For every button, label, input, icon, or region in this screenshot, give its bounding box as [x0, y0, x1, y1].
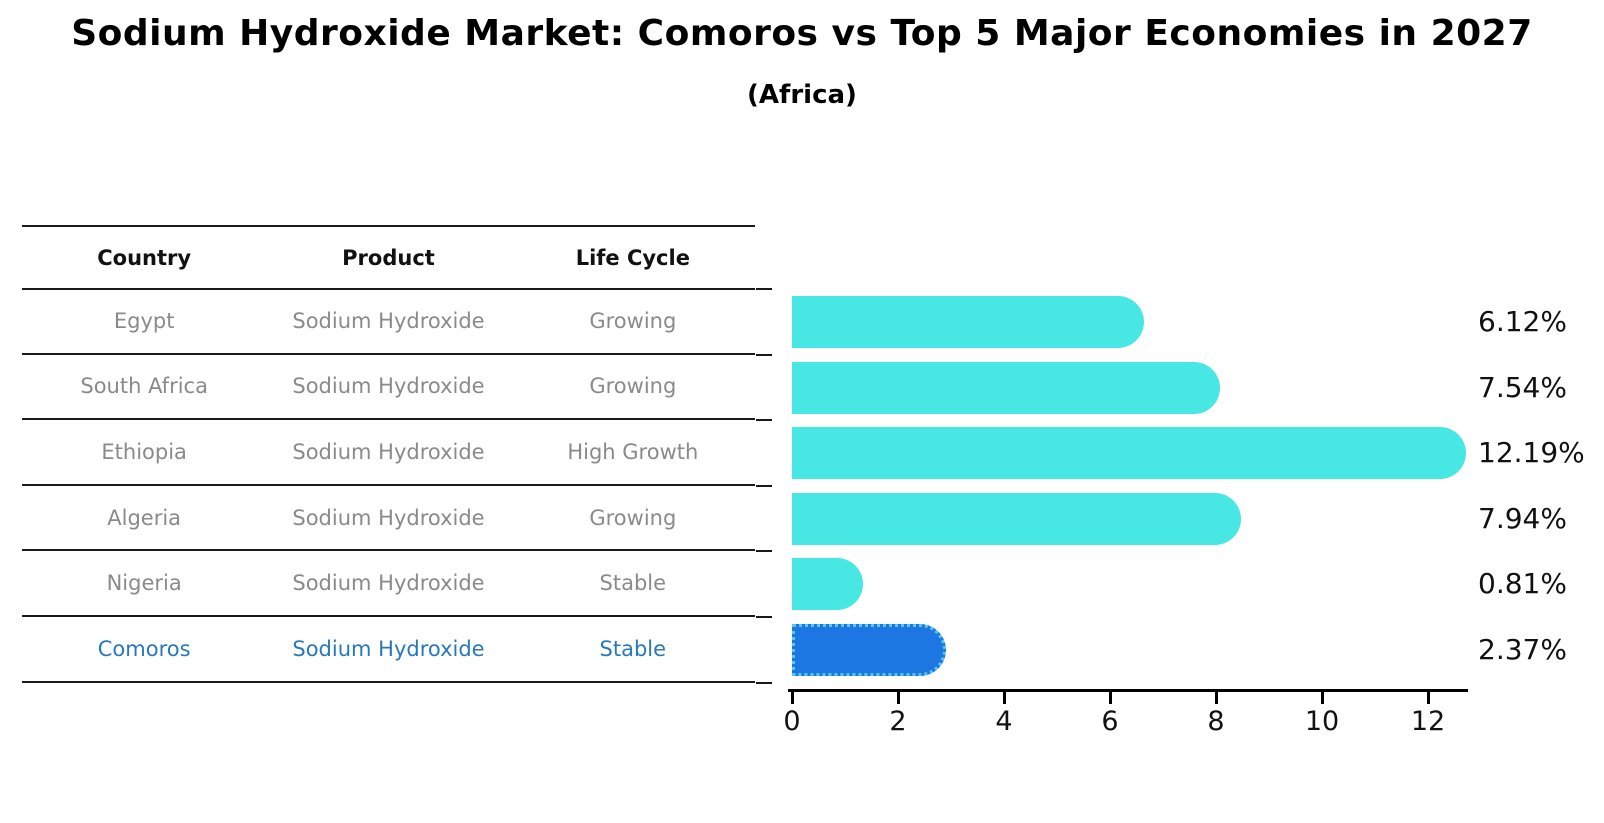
bar-nigeria	[792, 558, 863, 611]
column-header-life-cycle: Life Cycle	[575, 245, 690, 270]
x-tick	[1108, 692, 1112, 704]
bar-value-label: 7.54%	[1478, 370, 1567, 404]
cell-product: Sodium Hydroxide	[292, 374, 485, 399]
table-row-algeria: Algeria Sodium Hydroxide Growing	[22, 486, 755, 552]
x-tick-label: 4	[995, 706, 1013, 737]
cell-product: Sodium Hydroxide	[292, 505, 485, 530]
y-tick	[756, 681, 772, 684]
y-tick	[756, 616, 772, 618]
bar-comoros	[792, 624, 946, 676]
x-tick	[896, 692, 900, 704]
chart-title: Sodium Hydroxide Market: Comoros vs Top …	[71, 13, 1533, 54]
cell-country: South Africa	[80, 374, 208, 399]
x-tick-label: 12	[1410, 706, 1446, 737]
y-tick	[756, 484, 772, 487]
x-tick-label: 0	[783, 706, 801, 737]
cell-country: Egypt	[113, 308, 175, 333]
x-tick	[1426, 692, 1430, 704]
cell-country: Nigeria	[106, 571, 182, 596]
x-tick	[790, 692, 794, 704]
cell-product: Sodium Hydroxide	[292, 636, 485, 661]
cell-product: Sodium Hydroxide	[292, 308, 485, 333]
x-tick	[1320, 692, 1324, 704]
cell-country: Comoros	[97, 636, 191, 661]
cell-life-cycle: Growing	[589, 308, 677, 333]
cell-life-cycle: High Growth	[567, 439, 699, 464]
x-tick-label: 8	[1207, 706, 1225, 737]
table-row-south-africa: South Africa Sodium Hydroxide Growing	[22, 355, 755, 421]
bar-value-label: 6.12%	[1478, 305, 1567, 338]
x-tick-label: 10	[1304, 706, 1340, 737]
bar-ethiopia	[792, 427, 1467, 480]
x-tick-label: 6	[1101, 706, 1119, 737]
column-header-country: Country	[97, 245, 192, 270]
column-header-product: Product	[342, 245, 435, 270]
table-row-egypt: Egypt Sodium Hydroxide Growing	[22, 289, 755, 355]
y-tick	[756, 353, 772, 356]
x-axis-line	[788, 689, 1468, 692]
cell-product: Sodium Hydroxide	[292, 571, 485, 596]
cell-product: Sodium Hydroxide	[292, 439, 485, 464]
chart-subtitle: (Africa)	[747, 80, 857, 110]
y-tick	[756, 550, 772, 553]
table-row-nigeria: Nigeria Sodium Hydroxide Stable	[22, 551, 755, 617]
cell-life-cycle: Growing	[589, 505, 677, 530]
y-tick	[756, 288, 772, 290]
table-body: Egypt Sodium Hydroxide Growing South Africa…	[22, 289, 755, 683]
x-tick	[1214, 692, 1218, 704]
table-row-ethiopia: Ethiopia Sodium Hydroxide High Growth	[22, 420, 755, 486]
x-tick	[1002, 692, 1006, 704]
table-header-rule	[22, 288, 755, 290]
bar-value-label: 2.37%	[1478, 633, 1567, 666]
cell-country: Ethiopia	[101, 439, 187, 464]
bar-value-label: 12.19%	[1478, 436, 1585, 470]
bar-egypt	[792, 296, 1145, 348]
cell-life-cycle: Growing	[589, 374, 677, 399]
x-tick-label: 2	[889, 706, 907, 737]
bar-value-label: 0.81%	[1478, 567, 1567, 601]
bar-south-africa	[792, 361, 1220, 414]
cell-life-cycle: Stable	[599, 636, 667, 661]
table-row-comoros: Comoros Sodium Hydroxide Stable	[22, 617, 755, 683]
bar-algeria	[792, 492, 1241, 545]
table-top-rule	[22, 225, 755, 227]
cell-life-cycle: Stable	[599, 571, 667, 596]
y-tick	[756, 419, 772, 422]
table-header-row: Country Product Life Cycle	[22, 227, 755, 288]
cell-country: Algeria	[107, 505, 182, 530]
bar-value-label: 7.94%	[1478, 501, 1567, 535]
